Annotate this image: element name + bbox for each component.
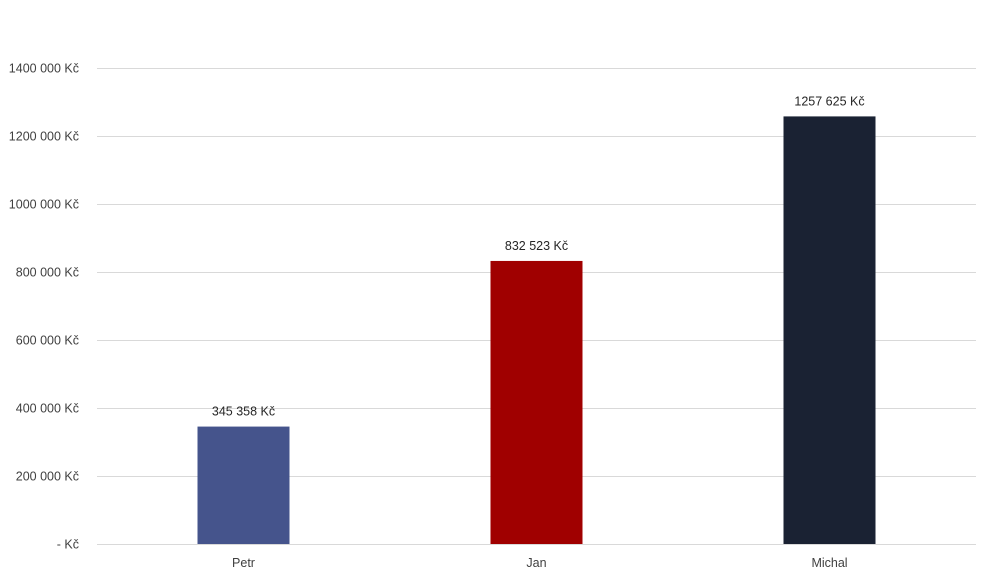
bars [197,116,876,544]
bar-michal [783,116,876,544]
x-axis-category-labels: Petr Jan Michal [232,556,848,570]
data-label-michal: 1257 625 Kč [794,94,864,108]
y-tick-label: - Kč [57,538,79,552]
bar-petr [197,426,290,544]
y-tick-label: 800 000 Kč [16,266,79,280]
y-tick-label: 200 000 Kč [16,470,79,484]
y-tick-label: 1400 000 Kč [9,62,79,76]
data-labels: 345 358 Kč 832 523 Kč 1257 625 Kč [212,94,865,418]
y-tick-label: 1000 000 Kč [9,198,79,212]
category-label-michal: Michal [811,556,847,570]
y-tick-label: 400 000 Kč [16,402,79,416]
bar-jan [490,260,583,544]
data-label-jan: 832 523 Kč [505,239,568,253]
y-tick-label: 600 000 Kč [16,334,79,348]
category-label-petr: Petr [232,556,255,570]
category-label-jan: Jan [526,556,546,570]
y-tick-label: 1200 000 Kč [9,130,79,144]
y-axis-tick-labels: - Kč 200 000 Kč 400 000 Kč 600 000 Kč 800 00… [9,62,79,552]
data-label-petr: 345 358 Kč [212,405,275,419]
